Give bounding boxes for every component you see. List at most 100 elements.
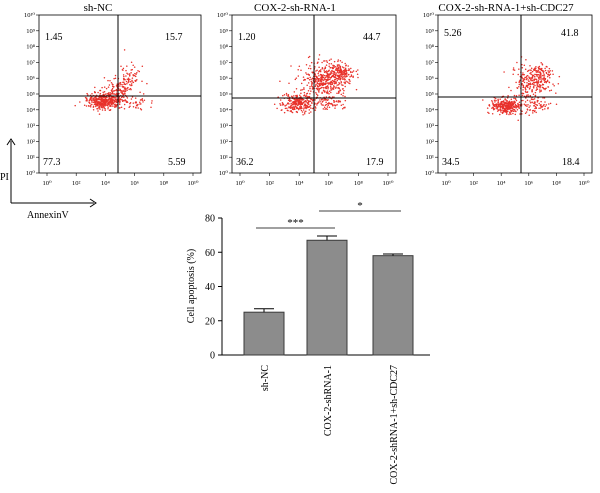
y-tick-label: 10⁰ bbox=[219, 170, 229, 177]
event-dot bbox=[352, 75, 354, 77]
event-dot bbox=[334, 107, 336, 109]
event-dot bbox=[514, 113, 517, 116]
event-dot bbox=[331, 70, 333, 72]
event-dot bbox=[540, 76, 542, 78]
event-dot bbox=[344, 72, 346, 75]
event-dot bbox=[499, 98, 501, 100]
event-dot bbox=[488, 112, 490, 115]
dot-cloud bbox=[482, 56, 561, 122]
event-dot bbox=[281, 104, 284, 106]
event-dot bbox=[316, 94, 319, 96]
y-tick-label: 10⁴ bbox=[219, 107, 229, 114]
event-dot bbox=[129, 102, 131, 105]
event-dot bbox=[348, 79, 351, 81]
event-dot bbox=[316, 104, 318, 106]
event-dot bbox=[497, 109, 500, 112]
event-dot bbox=[346, 75, 348, 77]
event-dot bbox=[94, 91, 97, 94]
quadrant-lower-right: 17.9 bbox=[366, 157, 384, 168]
event-dot bbox=[110, 93, 113, 95]
event-dot bbox=[97, 107, 99, 110]
event-dot bbox=[333, 71, 335, 74]
event-dot bbox=[525, 111, 528, 113]
event-dot bbox=[309, 65, 311, 67]
event-dot bbox=[320, 69, 322, 71]
y-ticks: 10⁰ 10¹ 10² 10³ 10⁴ 10⁵ 10⁶ 10⁷ 10⁸ 10⁹ 10¹⁰ bbox=[423, 12, 438, 177]
pi-arrow-head bbox=[6, 138, 16, 146]
event-dot bbox=[104, 109, 106, 112]
event-dot bbox=[92, 101, 95, 103]
event-dot bbox=[321, 67, 324, 70]
event-dot bbox=[125, 80, 128, 83]
y-tick-label: 10⁹ bbox=[219, 28, 229, 35]
event-dot bbox=[293, 107, 296, 110]
event-dot bbox=[536, 85, 539, 87]
event-dot bbox=[533, 76, 536, 78]
event-dot bbox=[527, 69, 530, 72]
event-dot bbox=[324, 76, 327, 79]
event-dot bbox=[325, 60, 328, 62]
event-dot bbox=[323, 106, 326, 109]
event-dot bbox=[547, 86, 549, 88]
event-dot bbox=[326, 108, 328, 111]
event-dot bbox=[126, 89, 128, 91]
event-dot bbox=[89, 106, 92, 108]
x-tick-label: 10⁴ bbox=[295, 180, 305, 187]
event-dot bbox=[109, 109, 112, 111]
event-dot bbox=[137, 107, 139, 109]
dot-cloud bbox=[273, 54, 359, 116]
panel-title: sh-NC bbox=[84, 2, 113, 14]
event-dot bbox=[335, 82, 337, 84]
event-dot bbox=[538, 107, 540, 110]
event-dot bbox=[330, 83, 332, 86]
event-dot bbox=[502, 111, 505, 113]
x-tick-label: 10⁶ bbox=[524, 180, 533, 187]
event-dot bbox=[319, 70, 321, 72]
event-dot bbox=[502, 100, 504, 103]
event-dot bbox=[304, 104, 307, 106]
event-dot bbox=[540, 100, 542, 103]
event-dot bbox=[534, 81, 536, 84]
event-dot bbox=[317, 87, 319, 90]
event-dot bbox=[538, 89, 541, 91]
event-dot bbox=[505, 99, 507, 101]
event-dot bbox=[515, 99, 518, 102]
event-dot bbox=[335, 73, 337, 75]
event-dot bbox=[282, 94, 284, 97]
event-dot bbox=[316, 76, 318, 79]
event-dot bbox=[547, 73, 550, 75]
event-dot bbox=[325, 91, 328, 93]
event-dot bbox=[130, 98, 133, 100]
event-dot bbox=[109, 99, 111, 101]
event-dot bbox=[115, 98, 117, 100]
event-dot bbox=[306, 99, 308, 101]
event-dot bbox=[546, 75, 549, 78]
event-dot bbox=[122, 67, 125, 70]
event-dot bbox=[549, 73, 552, 75]
panel-title: COX-2-sh-RNA-1+sh-CDC27 bbox=[438, 2, 574, 14]
event-dot bbox=[121, 68, 124, 71]
event-dot bbox=[303, 94, 306, 96]
event-dot bbox=[542, 72, 545, 74]
event-dot bbox=[292, 106, 294, 108]
event-dot bbox=[341, 61, 343, 63]
quadrant-upper-left: 1.20 bbox=[238, 32, 256, 43]
event-dot bbox=[324, 60, 326, 62]
event-dot bbox=[494, 101, 496, 103]
event-dot bbox=[135, 107, 137, 109]
event-dot bbox=[526, 82, 528, 84]
event-dot bbox=[535, 106, 537, 109]
event-dot bbox=[523, 64, 526, 67]
event-dot bbox=[535, 74, 538, 76]
event-dot bbox=[136, 71, 138, 74]
event-dot bbox=[297, 108, 300, 111]
event-dot bbox=[545, 72, 548, 75]
event-dot bbox=[107, 79, 109, 82]
event-dot bbox=[123, 96, 125, 99]
event-dot bbox=[509, 107, 512, 110]
event-dot bbox=[123, 49, 126, 51]
quadrant-upper-right: 15.7 bbox=[165, 32, 183, 43]
event-dot bbox=[323, 78, 326, 81]
event-dot bbox=[531, 82, 534, 85]
event-dot bbox=[509, 106, 511, 108]
